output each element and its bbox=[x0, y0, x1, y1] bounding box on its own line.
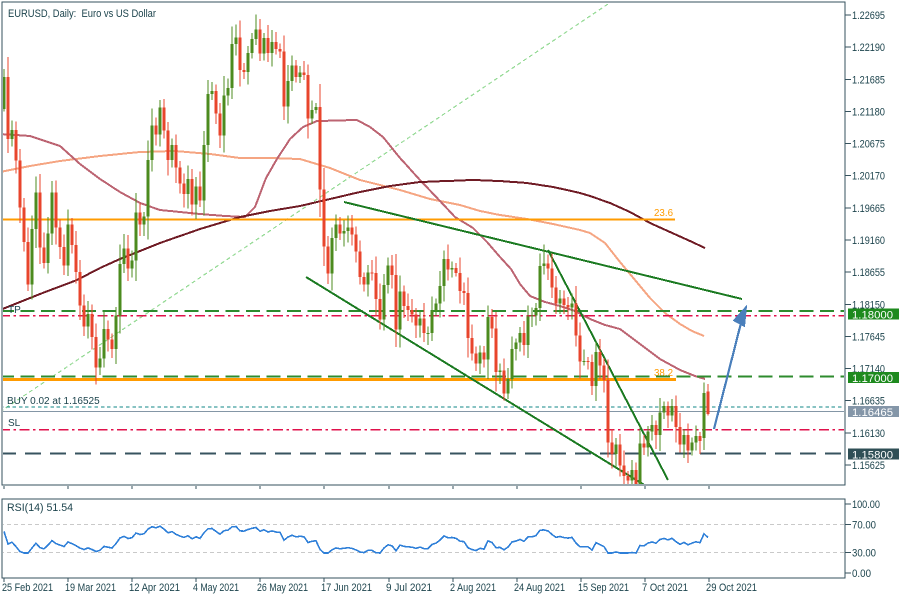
svg-text:1.16130: 1.16130 bbox=[852, 428, 885, 440]
svg-text:1.22695: 1.22695 bbox=[852, 10, 885, 22]
svg-text:1.16635: 1.16635 bbox=[852, 396, 885, 408]
svg-text:1.15625: 1.15625 bbox=[852, 460, 885, 472]
svg-text:1.21685: 1.21685 bbox=[852, 74, 885, 86]
svg-text:24 Aug 2021: 24 Aug 2021 bbox=[514, 582, 565, 594]
svg-text:1.17000: 1.17000 bbox=[852, 373, 893, 385]
svg-text:26 May 2021: 26 May 2021 bbox=[257, 582, 308, 594]
svg-text:15 Sep 2021: 15 Sep 2021 bbox=[578, 582, 629, 594]
svg-text:1.19160: 1.19160 bbox=[852, 235, 885, 247]
svg-text:4 May 2021: 4 May 2021 bbox=[193, 582, 239, 594]
svg-text:17 Jun 2021: 17 Jun 2021 bbox=[321, 582, 372, 594]
svg-text:1.18000: 1.18000 bbox=[852, 309, 893, 321]
svg-text:1.20675: 1.20675 bbox=[852, 139, 885, 151]
svg-text:1.16465: 1.16465 bbox=[852, 407, 893, 419]
svg-text:0.00: 0.00 bbox=[852, 568, 871, 580]
svg-text:30.00: 30.00 bbox=[852, 547, 876, 559]
svg-text:9 Jul 2021: 9 Jul 2021 bbox=[386, 582, 432, 594]
svg-text:1.19665: 1.19665 bbox=[852, 203, 885, 215]
svg-text:BUY 0.02 at 1.16525: BUY 0.02 at 1.16525 bbox=[7, 396, 100, 407]
svg-text:1.20170: 1.20170 bbox=[852, 171, 885, 183]
svg-text:7 Oct 2021: 7 Oct 2021 bbox=[642, 582, 688, 594]
svg-text:1.21180: 1.21180 bbox=[852, 106, 885, 118]
svg-text:38.2: 38.2 bbox=[654, 368, 673, 379]
svg-text:100.00: 100.00 bbox=[852, 499, 880, 511]
svg-text:1.18655: 1.18655 bbox=[852, 267, 885, 279]
svg-text:EURUSD, Daily: Euro vs US Dol: EURUSD, Daily: Euro vs US Dollar bbox=[8, 8, 156, 20]
svg-text:29 Oct 2021: 29 Oct 2021 bbox=[706, 582, 757, 594]
svg-text:1.17645: 1.17645 bbox=[852, 331, 885, 343]
svg-text:25 Feb 2021: 25 Feb 2021 bbox=[2, 582, 53, 594]
svg-text:TP: TP bbox=[8, 305, 21, 316]
svg-text:70.00: 70.00 bbox=[852, 520, 876, 532]
svg-text:23.6: 23.6 bbox=[654, 208, 673, 219]
svg-text:19 Mar 2021: 19 Mar 2021 bbox=[65, 582, 116, 594]
svg-text:12 Apr 2021: 12 Apr 2021 bbox=[129, 582, 180, 594]
svg-text:SL: SL bbox=[8, 418, 21, 429]
svg-text:RSI(14) 51.54: RSI(14) 51.54 bbox=[7, 502, 73, 514]
svg-text:1.15800: 1.15800 bbox=[852, 449, 893, 461]
svg-text:1.22190: 1.22190 bbox=[852, 42, 885, 54]
svg-text:2 Aug 2021: 2 Aug 2021 bbox=[450, 582, 496, 594]
